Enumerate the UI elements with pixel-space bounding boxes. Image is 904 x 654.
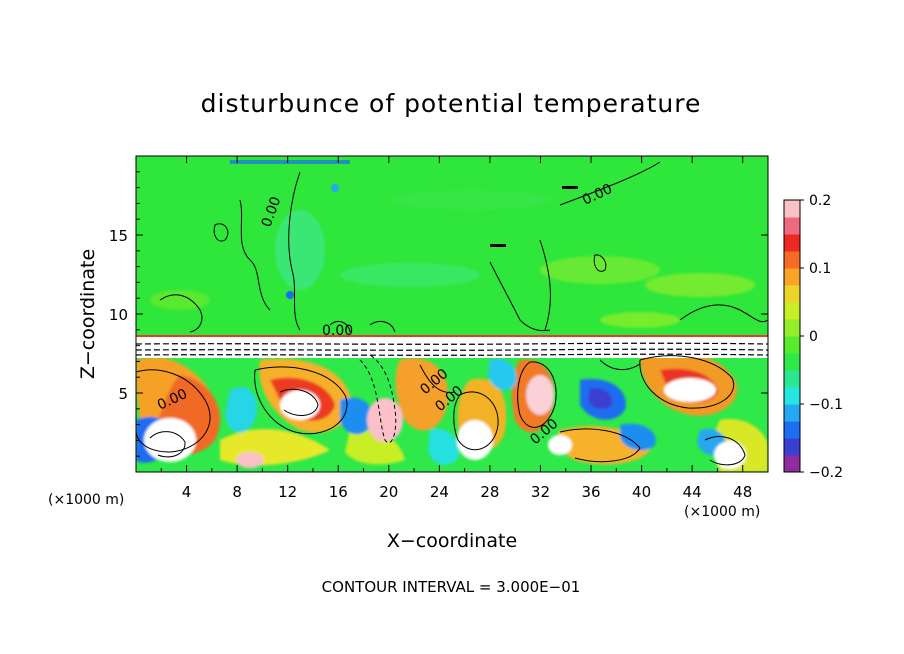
colorbar-cell (784, 353, 800, 371)
colorbar-cell (784, 285, 800, 303)
x-tick-label: 32 (531, 483, 550, 501)
y-tick-label: 15 (109, 227, 128, 245)
x-tick-label: 36 (581, 483, 600, 501)
colorbar-cell (784, 370, 800, 388)
x-tick-label: 40 (632, 483, 651, 501)
colorbar-cell (784, 438, 800, 456)
colorbar: 0.2 0.1 0 −0.1 −0.2 (783, 193, 843, 481)
y-tick-label: 5 (118, 385, 128, 403)
colorbar-tick-label: −0.2 (809, 465, 843, 481)
x-tick-label: 48 (733, 483, 752, 501)
x-tick-label: 24 (430, 483, 449, 501)
colorbar-ticks: 0.2 0.1 0 −0.1 −0.2 (800, 193, 843, 481)
upper-dark-fleck-2 (490, 244, 506, 247)
upper-blue-blob (331, 184, 339, 192)
y-axis: 5 10 15 (109, 171, 768, 457)
x-tick-label: 20 (379, 483, 398, 501)
chart-title: disturbunce of potential temperature (201, 89, 702, 118)
contour-label: 0.00 (322, 323, 353, 339)
upper-top-strip (230, 160, 350, 164)
upper-layer-patches (150, 190, 755, 328)
upper-layer-field (136, 156, 768, 338)
x-tick-label: 4 (182, 483, 192, 501)
colorbar-cell (784, 251, 800, 269)
colorbar-tick-label: 0 (809, 329, 818, 345)
colorbar-cell (784, 336, 800, 354)
colorbar-cell (784, 302, 800, 320)
colorbar-cell (784, 421, 800, 439)
upper-dark-fleck-1 (562, 186, 578, 189)
colorbar-cell (784, 234, 800, 252)
x-axis: 4 8 12 16 20 24 28 32 36 40 44 48 (160, 156, 752, 501)
colorbar-cell (784, 268, 800, 286)
lower-contours (136, 354, 746, 466)
upper-contours (159, 161, 768, 333)
x-tick-label: 8 (232, 483, 242, 501)
upper-blue-blob-2 (286, 291, 294, 299)
colorbar-cell (784, 387, 800, 405)
y-tick-label: 10 (109, 306, 128, 324)
x-tick-label: 16 (329, 483, 348, 501)
colorbar-cell (784, 404, 800, 422)
plot-area: 0.00 0.00 0.00 0.00 0.00 0.00 0.00 (135, 155, 769, 473)
x-unit-right: (×1000 m) (684, 504, 760, 520)
x-tick-label: 28 (480, 483, 499, 501)
colorbar-cells (784, 200, 800, 473)
x-tick-label: 44 (683, 483, 702, 501)
colorbar-cell (784, 200, 800, 218)
colorbar-cell (784, 319, 800, 337)
colorbar-tick-label: 0.1 (809, 261, 831, 277)
colorbar-tick-label: −0.1 (809, 397, 843, 413)
colorbar-cell (784, 455, 800, 473)
colorbar-cell (784, 217, 800, 235)
x-unit-left: (×1000 m) (48, 492, 124, 508)
x-tick-label: 12 (278, 483, 297, 501)
x-axis-label: X−coordinate (387, 530, 517, 552)
colorbar-tick-label: 0.2 (809, 193, 831, 209)
y-axis-label: Z−coordinate (77, 249, 99, 379)
lower-layer-field (136, 340, 768, 472)
contour-interval-note: CONTOUR INTERVAL = 3.000E−01 (322, 578, 581, 596)
inversion-strip (136, 336, 768, 358)
inversion-dashed-contours (136, 342, 768, 356)
